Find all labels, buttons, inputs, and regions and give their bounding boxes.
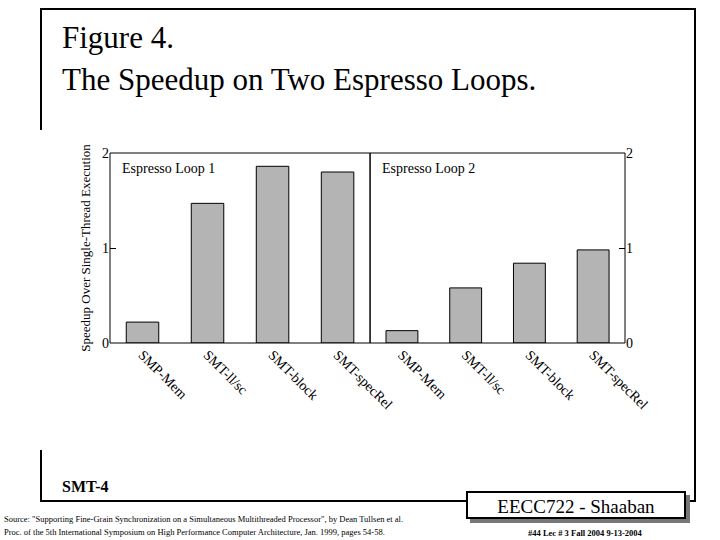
html-text:Source: "Supporting Fine-Grain: Source: "Supporting Fine-Grain Synchroni… [4,514,404,524]
svg-text:2: 2 [102,146,109,161]
svg-text:Espresso Loop 1: Espresso Loop 1 [122,161,215,176]
html-text:#44 Lec # 3 Fall 2004 9-13-200: #44 Lec # 3 Fall 2004 9-13-2004 [528,528,642,538]
svg-text:SMT-specRel: SMT-specRel [586,347,651,412]
svg-text:0: 0 [626,336,633,351]
svg-text:SMP-Mem: SMP-Mem [395,347,450,402]
svg-text:1: 1 [626,241,633,256]
html-text:SMT-4: SMT-4 [62,478,109,495]
svg-text:SMT-block: SMT-block [522,347,577,402]
html-text:EECC722 - Shaaban: EECC722 - Shaaban [497,496,655,517]
html-text:Proc. of the 5th International: Proc. of the 5th International Symposium… [4,527,385,537]
svg-text:1: 1 [102,241,109,256]
svg-text:SMP-Mem: SMP-Mem [135,347,190,402]
html-text:Figure 4.: Figure 4. [62,20,174,55]
svg-text:SMT-ll/sc: SMT-ll/sc [200,347,250,397]
svg-text:0: 0 [102,336,109,351]
svg-text:2: 2 [626,146,633,161]
svg-text:SMT-ll/sc: SMT-ll/sc [459,347,509,397]
svg-text:Speedup Over Single-Thread Exe: Speedup Over Single-Thread Execution [78,144,93,352]
svg-text:SMT-specRel: SMT-specRel [330,347,395,412]
svg-text:Espresso Loop 2: Espresso Loop 2 [382,161,475,176]
svg-text:SMT-block: SMT-block [265,347,320,402]
html-text:The Speedup on Two Espresso Lo: The Speedup on Two Espresso Loops. [62,62,537,97]
